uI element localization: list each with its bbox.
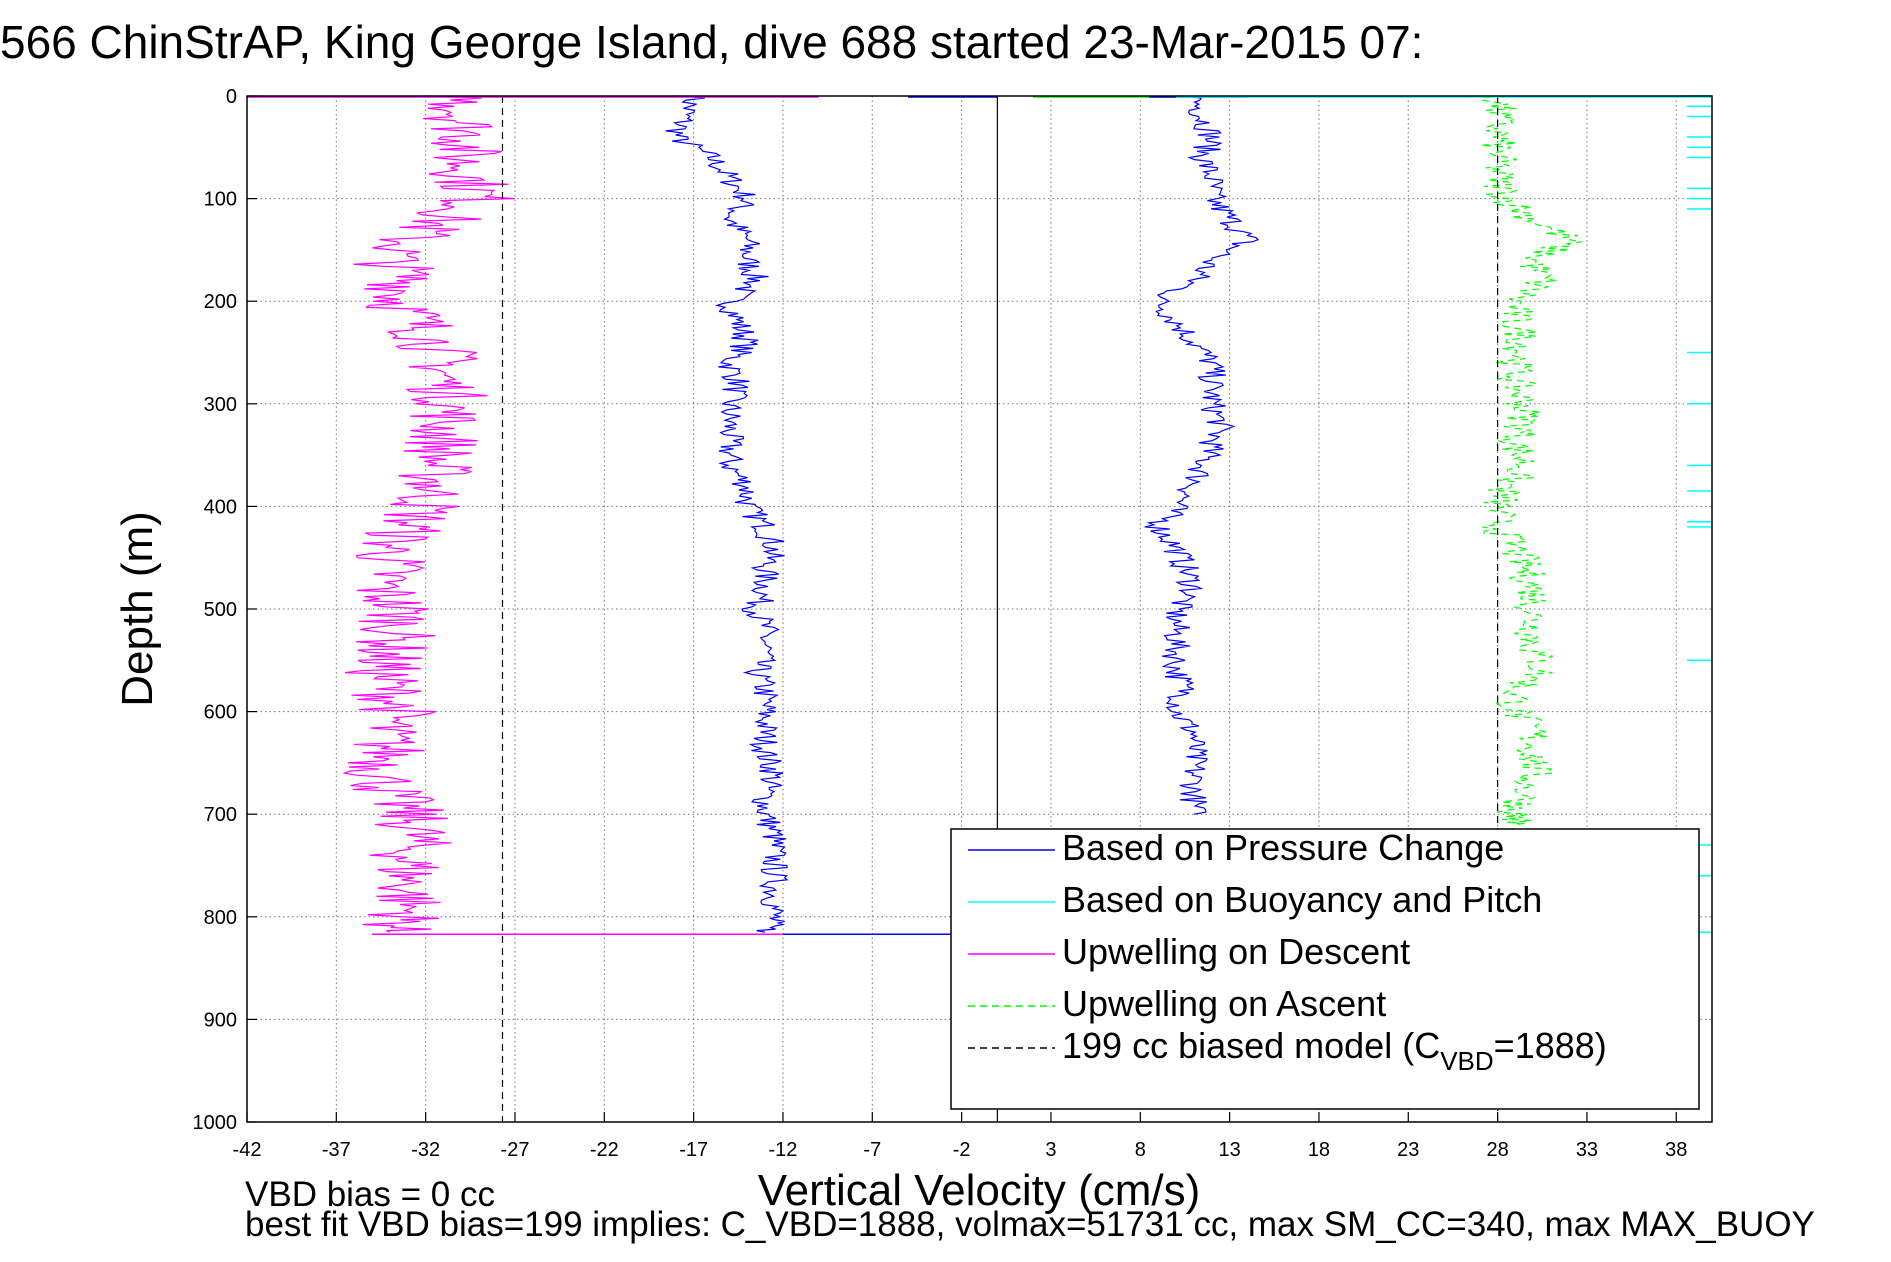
x-tick-label: 33: [1576, 1139, 1598, 1161]
x-tick-label: -27: [501, 1139, 530, 1161]
x-tick-label: -37: [322, 1139, 351, 1161]
footer-vbd-bias: VBD bias = 0 cc: [245, 1175, 495, 1214]
x-tick-label: -17: [679, 1139, 708, 1161]
x-axis-label: Vertical Velocity (cm/s): [758, 1166, 1201, 1215]
x-tick-label: 28: [1486, 1139, 1508, 1161]
y-tick-label: 600: [204, 702, 237, 724]
y-tick-label: 700: [204, 804, 237, 826]
y-tick-label: 900: [204, 1009, 237, 1031]
y-tick-label: 100: [204, 189, 237, 211]
x-tick-label: 8: [1135, 1139, 1146, 1161]
x-tick-label: 3: [1045, 1139, 1056, 1161]
x-tick-label: -7: [863, 1139, 881, 1161]
y-tick-labels: 0 100 200 300 400 500 600 700 800 900 1000: [193, 86, 238, 1134]
footer-best-fit: best fit VBD bias=199 implies: C_VBD=188…: [245, 1205, 1815, 1244]
y-tick-label: 400: [204, 496, 237, 518]
x-tick-label: -2: [953, 1139, 971, 1161]
chart-title: 566 ChinStrAP, King George Island, dive …: [0, 16, 1423, 68]
legend-label: Based on Buoyancy and Pitch: [1062, 879, 1542, 920]
x-tick-label: -22: [590, 1139, 619, 1161]
series-line-0: [665, 95, 789, 933]
x-tick-label: 38: [1665, 1139, 1687, 1161]
x-tick-label: -12: [769, 1139, 798, 1161]
y-tick-label: 500: [204, 599, 237, 621]
y-tick-label: 300: [204, 394, 237, 416]
series-line-1: [1144, 95, 1260, 815]
legend-label: Upwelling on Ascent: [1062, 983, 1386, 1024]
x-tick-label: 18: [1308, 1139, 1330, 1161]
y-axis-label: Depth (m): [113, 511, 162, 707]
axes-frame: [246, 95, 1713, 1123]
legend: Based on Pressure Change Based on Buoyanc…: [950, 827, 1700, 1110]
series-line-3: [1479, 95, 1583, 826]
y-tick-label: 1000: [193, 1112, 238, 1134]
x-tick-label: -42: [233, 1139, 262, 1161]
legend-box: [950, 828, 1700, 1110]
series-line-2: [342, 95, 515, 933]
y-tick-label: 800: [204, 907, 237, 929]
y-tick-label: 0: [226, 86, 237, 108]
x-tick-labels: -42 -37 -32 -27 -22 -17 -12 -7 -2 3 8 13 18 23 28 33 38: [233, 1139, 1688, 1161]
legend-label: Based on Pressure Change: [1062, 827, 1504, 868]
x-tick-label: 13: [1218, 1139, 1240, 1161]
legend-label: Upwelling on Descent: [1062, 931, 1410, 972]
x-tick-label: -32: [411, 1139, 440, 1161]
y-tick-label: 200: [204, 291, 237, 313]
x-tick-label: 23: [1397, 1139, 1419, 1161]
